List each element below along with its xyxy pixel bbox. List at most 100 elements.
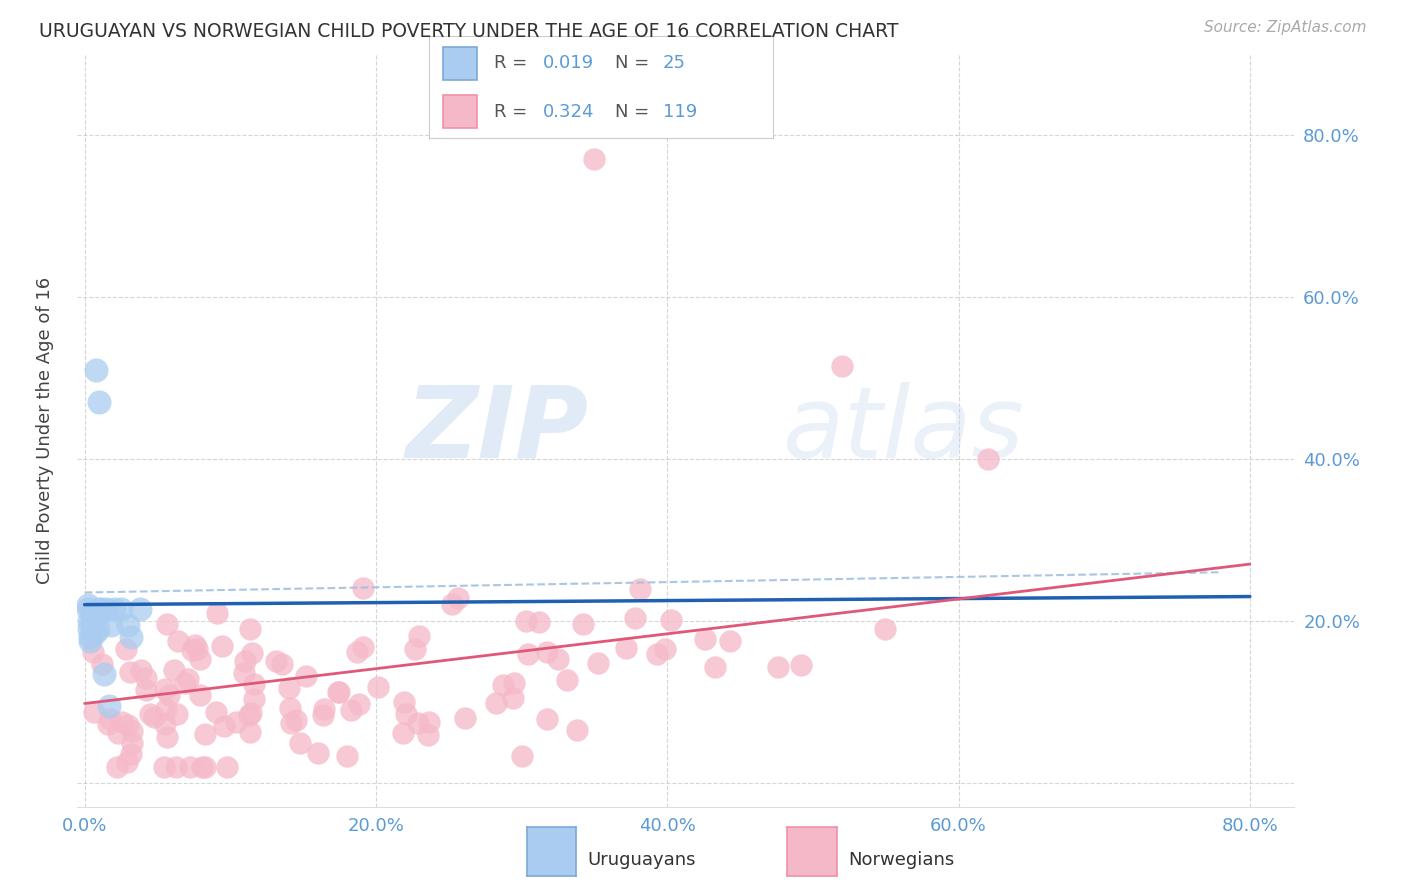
- Point: [239, 725, 262, 739]
- Text: R =: R =: [495, 54, 533, 72]
- Point: [326, 685, 349, 699]
- Point: [307, 746, 329, 760]
- Point: [211, 639, 233, 653]
- Point: [135, 683, 157, 698]
- Point: [156, 617, 179, 632]
- Point: [79, 634, 101, 648]
- Point: [294, 669, 316, 683]
- Point: [239, 706, 262, 720]
- Point: [367, 680, 389, 694]
- Point: [166, 634, 188, 648]
- Point: [115, 755, 138, 769]
- Point: [215, 760, 238, 774]
- Point: [536, 712, 558, 726]
- Point: [110, 601, 132, 615]
- Point: [312, 702, 335, 716]
- Point: [790, 658, 813, 673]
- Point: [406, 715, 429, 730]
- Point: [77, 622, 100, 636]
- Point: [873, 622, 896, 636]
- Point: [288, 736, 311, 750]
- Point: [583, 152, 606, 166]
- Point: [572, 617, 595, 632]
- Point: [661, 613, 683, 627]
- Point: [121, 736, 143, 750]
- Point: [503, 676, 526, 690]
- Point: [98, 712, 121, 726]
- Point: [418, 714, 440, 729]
- Point: [77, 614, 100, 628]
- Point: [93, 666, 115, 681]
- Point: [565, 723, 588, 737]
- Point: [243, 677, 266, 691]
- Point: [517, 647, 540, 661]
- Point: [165, 760, 187, 774]
- Point: [628, 582, 651, 596]
- Point: [392, 695, 415, 709]
- Point: [98, 698, 121, 713]
- Point: [395, 707, 418, 722]
- Point: [90, 601, 112, 615]
- Text: N =: N =: [614, 103, 655, 120]
- Text: 25: 25: [664, 54, 686, 72]
- Point: [336, 749, 359, 764]
- Point: [107, 726, 129, 740]
- Text: atlas: atlas: [783, 382, 1025, 479]
- Point: [121, 724, 143, 739]
- Point: [100, 618, 122, 632]
- Point: [440, 597, 463, 611]
- Point: [527, 615, 550, 629]
- Point: [536, 645, 558, 659]
- Point: [225, 714, 247, 729]
- Point: [502, 690, 524, 705]
- Text: Uruguayans: Uruguayans: [588, 851, 696, 869]
- Point: [174, 676, 197, 690]
- Point: [278, 681, 301, 695]
- Point: [155, 702, 177, 716]
- Point: [84, 362, 107, 376]
- Text: 0.019: 0.019: [543, 54, 593, 72]
- Text: R =: R =: [495, 103, 533, 120]
- Point: [233, 654, 256, 668]
- Point: [588, 656, 610, 670]
- Bar: [443, 95, 477, 128]
- Point: [312, 707, 335, 722]
- Point: [404, 642, 426, 657]
- Point: [270, 657, 292, 672]
- Point: [87, 622, 110, 636]
- Text: 119: 119: [664, 103, 697, 120]
- Point: [194, 760, 217, 774]
- Point: [89, 601, 111, 615]
- Point: [447, 591, 470, 606]
- Point: [83, 706, 105, 720]
- Point: [80, 614, 103, 628]
- Point: [176, 672, 198, 686]
- Point: [485, 696, 508, 710]
- Point: [205, 705, 228, 719]
- Point: [264, 654, 287, 668]
- Point: [83, 626, 105, 640]
- Point: [510, 749, 533, 764]
- Point: [96, 601, 118, 615]
- Text: N =: N =: [614, 54, 655, 72]
- Point: [129, 601, 152, 615]
- Point: [114, 642, 136, 657]
- Point: [117, 618, 139, 632]
- Point: [391, 726, 413, 740]
- Point: [179, 760, 201, 774]
- Point: [547, 651, 569, 665]
- Point: [240, 646, 263, 660]
- Point: [418, 728, 440, 742]
- Point: [555, 673, 578, 687]
- Point: [453, 711, 475, 725]
- Point: [120, 665, 142, 679]
- Point: [718, 633, 741, 648]
- Text: ZIP: ZIP: [405, 382, 588, 479]
- Point: [97, 716, 120, 731]
- Point: [163, 663, 186, 677]
- Point: [205, 607, 228, 621]
- Text: Norwegians: Norwegians: [848, 851, 955, 869]
- Point: [103, 601, 125, 615]
- Point: [89, 395, 111, 409]
- Point: [328, 685, 350, 699]
